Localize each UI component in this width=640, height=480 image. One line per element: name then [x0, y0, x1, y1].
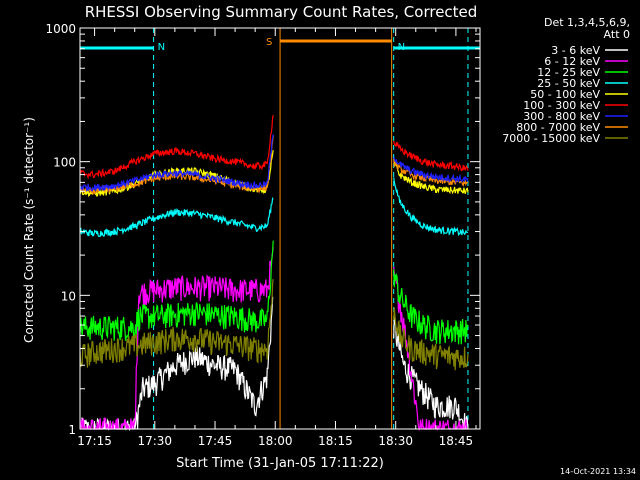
- series-300to800keV: [79, 134, 469, 192]
- series-trace-6-1: [393, 156, 469, 184]
- series-trace-4-0: [79, 150, 274, 198]
- y-tick-label-0: 1: [68, 423, 76, 437]
- series-100to300keV: [79, 114, 469, 180]
- x-axis-label: Start Time (31-Jan-05 17:11:22): [176, 456, 384, 471]
- x-tick-label-0: 17:15: [77, 434, 112, 448]
- legend-label-6: 300 - 800 keV: [523, 110, 600, 123]
- flag-label-2: S: [266, 37, 272, 48]
- legend-label-8: 7000 - 15000 keV: [502, 132, 600, 145]
- legend-header-line-1: Det 1,3,4,5,6,9,: [544, 16, 630, 29]
- plot-area: N NS: [79, 28, 480, 432]
- x-axis: 17:15 17:30 17:45 18:00 18:15 18:30 18:45: [77, 28, 477, 448]
- legend-header-line-2: Att 0: [604, 28, 630, 41]
- series-trace-8-1: [393, 307, 469, 371]
- series-trace-5-1: [393, 140, 469, 172]
- series-25to50keV: [79, 177, 469, 238]
- y-axis-label: Corrected Count Rate (s⁻¹ detector⁻¹): [22, 117, 36, 343]
- series-trace-1-0: [80, 247, 274, 431]
- series-trace-8-0: [79, 279, 274, 368]
- chart-title: RHESSI Observing Summary Count Rates, Co…: [85, 3, 478, 21]
- legend-label-5: 100 - 300 keV: [523, 99, 600, 112]
- legend-label-1: 6 - 12 keV: [544, 55, 600, 68]
- series-trace-0-1: [393, 316, 469, 430]
- y-tick-label-1: 10: [61, 289, 76, 303]
- x-tick-label-6: 18:45: [439, 434, 474, 448]
- y-tick-label-3: 1000: [45, 22, 76, 36]
- series-trace-7-1: [393, 158, 469, 187]
- series-50to100keV: [79, 150, 469, 198]
- flag-label-0: N: [158, 42, 165, 53]
- x-tick-label-1: 17:30: [137, 434, 172, 448]
- series-trace-2-1: [393, 269, 469, 345]
- series-trace-2-0: [79, 240, 274, 341]
- series-12to25keV: [79, 240, 469, 345]
- x-tick-label-3: 18:00: [258, 434, 293, 448]
- series-7000to15000keV: [79, 279, 469, 371]
- legend-label-2: 12 - 25 keV: [537, 66, 600, 79]
- legend-label-4: 50 - 100 keV: [530, 88, 600, 101]
- footer-date: 14-Oct-2021 13:34: [560, 467, 636, 476]
- plot-frame: [79, 27, 481, 430]
- y-axis: 1 10 100 1000: [45, 22, 480, 437]
- series-trace-3-1: [393, 177, 469, 237]
- series-trace-4-1: [393, 158, 469, 195]
- x-tick-label-5: 18:30: [378, 434, 413, 448]
- legend-label-7: 800 - 7000 keV: [516, 121, 600, 134]
- y-tick-label-2: 100: [53, 156, 76, 170]
- x-tick-label-2: 17:45: [198, 434, 233, 448]
- flag-label-1: N: [398, 42, 405, 53]
- series-trace-5-0: [79, 114, 274, 180]
- series-trace-3-0: [79, 197, 274, 238]
- series-trace-6-0: [79, 134, 274, 192]
- legend-label-0: 3 - 6 keV: [551, 44, 600, 57]
- legend-label-3: 25 - 50 keV: [537, 77, 600, 90]
- x-tick-label-4: 18:15: [318, 434, 353, 448]
